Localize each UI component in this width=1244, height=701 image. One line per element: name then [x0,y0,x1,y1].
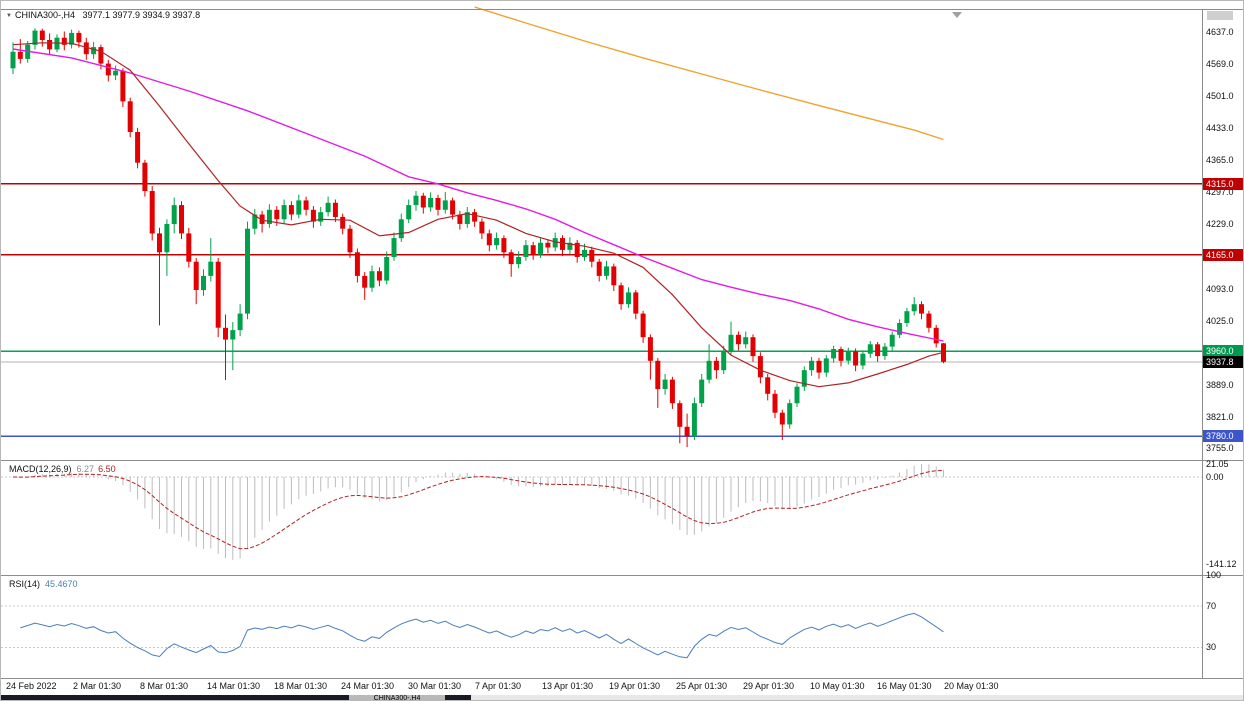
rsi-axis-30: 30 [1206,642,1217,652]
rsi-value: 45.4670 [45,579,78,589]
window-top-border [1,9,1243,10]
ohlc-text: CHINA300-,H4 3977.1 3977.9 3934.9 3937.8 [14,10,201,20]
rsi-indicator-label: RSI(14) 45.4670 [9,579,78,589]
chart-tab-bar-empty [471,695,1243,700]
active-chart-tab[interactable]: CHINA300-,H4 [349,695,445,700]
macd-indicator-label: MACD(12,26,9) 6.27 6.50 [9,464,116,474]
macd-name: MACD(12,26,9) [9,464,72,474]
chart-shift-marker [952,12,962,18]
level-badge-3780: 3780.0 [1203,430,1243,442]
rsi-axis-100: 100 [1206,570,1222,580]
collapse-chart-icon[interactable]: ▼ [6,13,12,19]
macd-axis-zero: 0.00 [1206,472,1224,482]
axis-corner-box [1207,11,1233,20]
macd-pane-separator[interactable] [1,460,1243,461]
level-badge-4315: 4315.0 [1203,178,1243,190]
chart-ohlc-label: ▼ CHINA300-,H4 3977.1 3977.9 3934.9 3937.… [6,10,200,20]
macd-signal-value: 6.50 [98,464,116,474]
price-axis-border [1202,9,1203,678]
time-axis-separator [1,678,1243,679]
level-badge-4165: 4165.0 [1203,249,1243,261]
chart-tab-bar [1,695,471,700]
rsi-axis-70: 70 [1206,601,1217,611]
macd-axis-max: 21.05 [1206,459,1229,469]
macd-main-value: 6.27 [76,464,95,474]
current-price-badge: 3937.8 [1203,356,1243,368]
level-badge-3960: 3960.0 [1203,345,1243,357]
rsi-pane-separator[interactable] [1,575,1243,576]
macd-axis-min: -141.12 [1206,559,1237,569]
rsi-name: RSI(14) [9,579,41,589]
